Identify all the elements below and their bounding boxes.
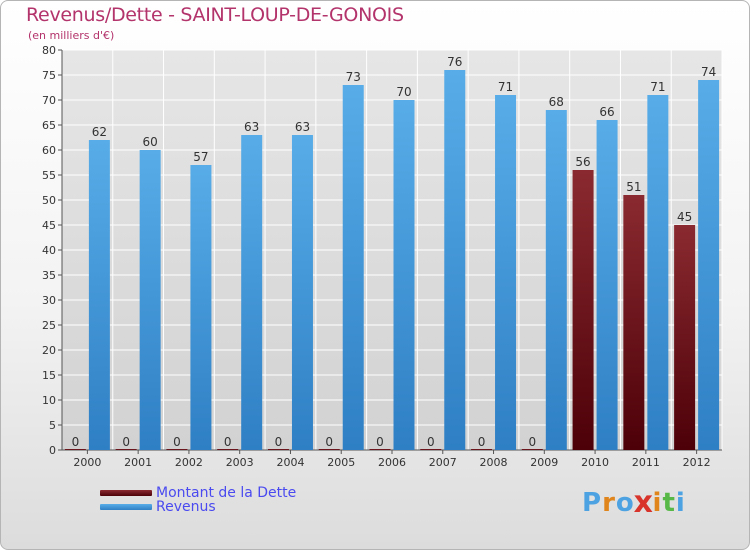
bar-revenus-2006 [393, 100, 415, 450]
y-tick-label-35: 35 [42, 269, 56, 282]
y-tick-label-5: 5 [49, 419, 56, 432]
data-label-revenus-2006: 70 [396, 85, 411, 99]
data-label-revenus-2011: 71 [650, 80, 665, 94]
y-tick-label-50: 50 [42, 194, 56, 207]
bar-dette-2011 [623, 195, 645, 450]
y-tick-label-60: 60 [42, 144, 56, 157]
x-tick-label-2006: 2006 [378, 456, 406, 469]
legend-label-debt: Montant de la Dette [156, 485, 297, 501]
data-label-dette-2007: 0 [427, 435, 435, 449]
bar-revenus-2004 [291, 135, 313, 450]
logo-letter: t [662, 488, 676, 518]
bar-revenus-2008 [495, 95, 517, 450]
legend-swatch-revenus [100, 504, 152, 510]
x-tick-label-2002: 2002 [175, 456, 203, 469]
data-label-revenus-2008: 71 [498, 80, 513, 94]
proxiti-logo: Proxiti [582, 485, 686, 521]
x-tick-label-2012: 2012 [683, 456, 711, 469]
bar-revenus-2005 [342, 85, 364, 450]
x-tick-label-2007: 2007 [429, 456, 457, 469]
x-tick-label-2009: 2009 [530, 456, 558, 469]
data-label-dette-2002: 0 [173, 435, 181, 449]
data-label-dette-2005: 0 [325, 435, 333, 449]
data-label-revenus-2007: 76 [447, 55, 462, 69]
data-label-dette-2008: 0 [478, 435, 486, 449]
y-tick-label-40: 40 [42, 244, 56, 257]
y-tick-label-45: 45 [42, 219, 56, 232]
bar-dette-2008 [471, 449, 493, 450]
data-label-revenus-2004: 63 [295, 120, 310, 134]
chart-title: Revenus/Dette - SAINT-LOUP-DE-GONOIS [26, 4, 404, 26]
y-tick-label-80: 80 [42, 44, 56, 57]
data-label-dette-2000: 0 [72, 435, 80, 449]
logo-letter: i [675, 488, 686, 518]
bar-dette-2000 [64, 449, 86, 450]
bar-revenus-2010 [596, 120, 618, 450]
x-tick-label-2011: 2011 [632, 456, 660, 469]
bar-dette-2009 [521, 449, 543, 450]
data-label-revenus-2001: 60 [143, 135, 158, 149]
legend-swatch-debt [100, 490, 152, 496]
bar-revenus-2009 [545, 110, 567, 450]
bar-revenus-2007 [444, 70, 466, 450]
bar-revenus-2002 [190, 165, 212, 450]
y-tick-label-30: 30 [42, 294, 56, 307]
data-label-dette-2006: 0 [376, 435, 384, 449]
x-tick-label-2008: 2008 [480, 456, 508, 469]
data-label-dette-2004: 0 [275, 435, 283, 449]
x-tick-label-2010: 2010 [581, 456, 609, 469]
data-label-revenus-2000: 62 [92, 125, 107, 139]
bar-dette-2004 [267, 449, 289, 450]
x-tick-label-2004: 2004 [276, 456, 304, 469]
logo-letter: o [615, 488, 635, 518]
y-tick-label-10: 10 [42, 394, 56, 407]
y-tick-label-20: 20 [42, 344, 56, 357]
x-tick-label-2001: 2001 [124, 456, 152, 469]
y-tick-label-15: 15 [42, 369, 56, 382]
bar-dette-2005 [318, 449, 340, 450]
bar-dette-2006 [369, 449, 391, 450]
bar-dette-2012 [674, 225, 696, 450]
data-label-dette-2011: 51 [626, 180, 641, 194]
x-tick-label-2003: 2003 [226, 456, 254, 469]
y-tick-label-0: 0 [49, 444, 56, 457]
data-label-dette-2012: 45 [677, 210, 692, 224]
bar-dette-2001 [115, 449, 137, 450]
data-label-revenus-2002: 57 [193, 150, 208, 164]
data-label-dette-2010: 56 [575, 155, 590, 169]
y-tick-label-70: 70 [42, 94, 56, 107]
bar-dette-2007 [420, 449, 442, 450]
logo-letter: r [602, 488, 616, 518]
data-label-revenus-2012: 74 [701, 65, 716, 79]
data-label-revenus-2009: 68 [549, 95, 564, 109]
logo-letter: P [582, 488, 603, 518]
bar-dette-2002 [166, 449, 188, 450]
logo-letter: x [633, 485, 654, 521]
bar-revenus-2000 [88, 140, 110, 450]
bar-revenus-2003 [241, 135, 263, 450]
y-tick-label-55: 55 [42, 169, 56, 182]
bar-revenus-2012 [698, 80, 720, 450]
y-tick-label-75: 75 [42, 69, 56, 82]
data-label-revenus-2005: 73 [346, 70, 361, 84]
data-label-dette-2003: 0 [224, 435, 232, 449]
data-label-dette-2009: 0 [528, 435, 536, 449]
data-label-revenus-2010: 66 [599, 105, 614, 119]
bar-revenus-2001 [139, 150, 161, 450]
bar-dette-2010 [572, 170, 594, 450]
data-label-revenus-2003: 63 [244, 120, 259, 134]
bar-dette-2003 [217, 449, 239, 450]
legend-label-revenus: Revenus [156, 499, 216, 515]
bar-revenus-2011 [647, 95, 669, 450]
y-tick-label-25: 25 [42, 319, 56, 332]
y-tick-label-65: 65 [42, 119, 56, 132]
x-tick-label-2005: 2005 [327, 456, 355, 469]
data-label-dette-2001: 0 [122, 435, 130, 449]
logo-letter: i [652, 488, 663, 518]
x-tick-label-2000: 2000 [73, 456, 101, 469]
chart-subtitle: (en milliers d'€) [28, 29, 115, 42]
